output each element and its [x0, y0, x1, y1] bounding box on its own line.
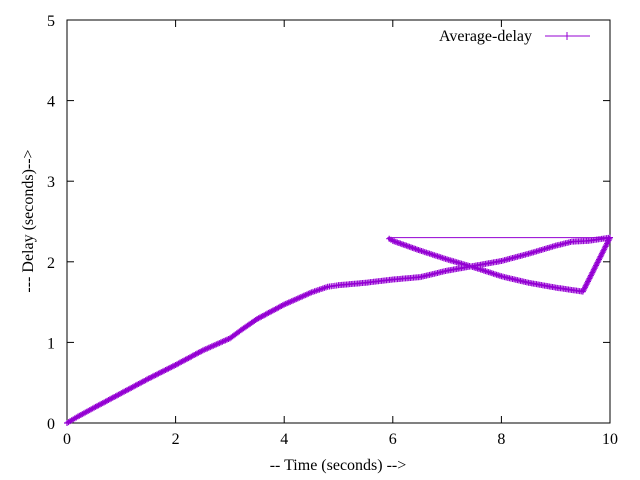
y-tick-label: 3: [47, 174, 55, 191]
y-tick-label: 0: [47, 416, 55, 433]
x-tick-label: 4: [280, 431, 288, 448]
x-tick-label: 8: [497, 431, 505, 448]
x-tick-label: 0: [63, 431, 71, 448]
y-tick-label: 5: [47, 13, 55, 30]
point-marker: [64, 234, 613, 426]
legend-swatch-marker: [563, 32, 571, 40]
y-tick-label: 2: [47, 255, 55, 272]
series-markers: [64, 234, 613, 426]
y-axis: 0 1 2 3 4 5: [47, 13, 610, 433]
plot-frame: [66, 19, 611, 424]
y-tick-label: 1: [47, 335, 55, 352]
x-tick-label: 10: [602, 431, 618, 448]
legend-label: Average-delay: [439, 28, 532, 45]
series-layer: [64, 234, 613, 426]
legend: Average-delay: [439, 28, 590, 45]
x-tick-label: 6: [389, 431, 397, 448]
y-tick-label: 4: [47, 94, 55, 111]
x-axis: 0 2 4 6 8 10: [63, 20, 618, 448]
plot-border: [66, 19, 611, 424]
x-axis-label: -- Time (seconds) -->: [270, 457, 407, 474]
series-line: [66, 237, 611, 424]
x-tick-label: 2: [172, 431, 180, 448]
y-axis-label: --- Delay (seconds)-->: [20, 149, 37, 292]
